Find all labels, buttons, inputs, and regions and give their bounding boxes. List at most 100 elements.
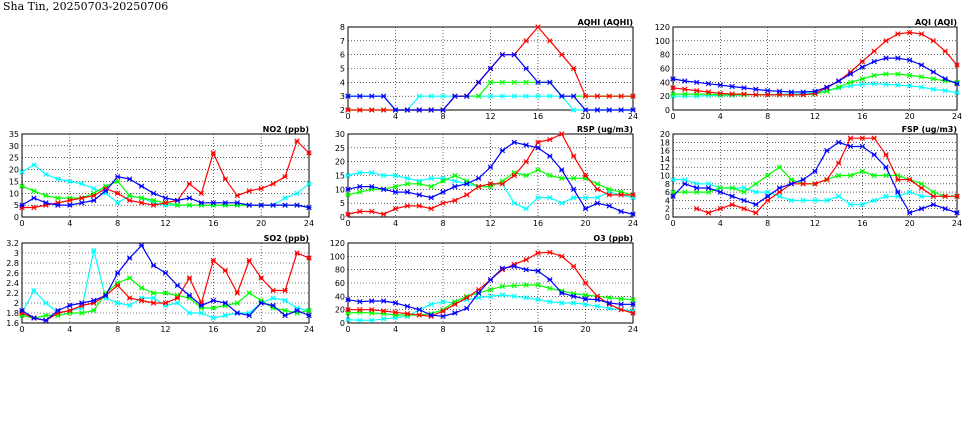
aqi-data-point-blue (942, 76, 948, 82)
no2-data-point-blue (174, 197, 181, 204)
so2-data-point-red (67, 307, 73, 314)
rsp-data-point-green (523, 172, 529, 179)
o3-data-point-cyan (440, 298, 446, 305)
x-tick-label: 4 (67, 325, 72, 334)
rsp-data-point-red (464, 192, 470, 198)
fsp-data-point-cyan (824, 197, 830, 204)
no2-data-point-red (246, 188, 252, 194)
x-tick-label: 12 (485, 112, 495, 121)
x-tick-label: 12 (810, 112, 820, 121)
y-tick-label: 20 (9, 166, 19, 175)
rsp-data-point-green (357, 189, 363, 195)
aqhi-data-point-cyan (535, 93, 541, 99)
no2-data-point-blue (198, 200, 205, 206)
aqi-data-point-red (753, 92, 759, 98)
rsp-data-point-blue (547, 153, 553, 159)
aqhi-series-line-cyan (348, 95, 633, 111)
o3-data-point-cyan (369, 317, 375, 324)
rsp-data-point-red (535, 139, 541, 145)
so2-data-point-red (282, 287, 288, 294)
fsp-data-point-blue (753, 201, 759, 208)
so2-data-point-green (126, 275, 133, 281)
so2-data-point-cyan (31, 287, 37, 294)
y-tick-label: 25 (335, 144, 345, 153)
o3-data-point-blue (452, 310, 458, 316)
aqhi-data-point-cyan (570, 107, 577, 113)
so2-data-point-red (126, 295, 133, 301)
fsp-data-point-green (788, 176, 795, 183)
rsp-data-point-green (440, 178, 446, 184)
page-title: Sha Tin, 20250703-20250706 (3, 0, 169, 13)
aqi-data-point-blue (693, 79, 700, 86)
fsp-data-point-blue (812, 168, 818, 175)
rsp-data-point-red (499, 181, 506, 187)
fsp-data-point-cyan (883, 193, 889, 199)
so2-data-point-blue (55, 307, 61, 314)
no2-data-point-green (43, 192, 49, 199)
so2-data-point-blue (138, 242, 145, 249)
so2-data-point-red (210, 257, 217, 264)
y-tick-label: 0 (340, 319, 345, 328)
rsp-data-point-cyan (594, 194, 601, 201)
no2-data-point-red (186, 181, 193, 187)
so2-data-point-red (306, 255, 312, 261)
aqhi-data-point-cyan (416, 93, 422, 99)
aqhi-data-point-red (606, 93, 612, 99)
o3-data-point-blue (428, 312, 434, 318)
aqhi-data-point-red (582, 93, 589, 99)
fsp-data-point-cyan (753, 189, 759, 195)
so2-data-point-blue (114, 270, 121, 276)
x-tick-label: 12 (810, 219, 820, 228)
x-tick-label: 4 (718, 112, 723, 121)
o3-data-point-red (416, 312, 422, 318)
y-tick-label: 25 (9, 154, 19, 163)
x-tick-label: 8 (440, 325, 445, 334)
x-tick-label: 4 (67, 219, 72, 228)
so2-data-point-blue (270, 302, 276, 309)
x-tick-label: 8 (115, 325, 120, 334)
so2-data-point-blue (222, 300, 228, 306)
no2-data-point-red (91, 192, 97, 199)
y-tick-label: 80 (660, 51, 670, 60)
fsp-data-point-cyan (812, 197, 818, 204)
rsp-data-point-blue (618, 208, 624, 215)
so2-data-point-blue (126, 255, 133, 261)
no2-data-point-cyan (79, 181, 85, 187)
y-tick-label: 40 (660, 78, 670, 87)
aqi-chart: AQI (AQI) 0 4 8 12 16 20 24 0 20 40 60 80 100 120 (655, 18, 962, 121)
aqhi-data-point-red (618, 93, 624, 99)
rsp-data-point-blue (582, 206, 589, 212)
rsp-data-point-cyan (523, 206, 529, 212)
so2-plot-frame (21, 242, 310, 324)
aqhi-data-point-blue (475, 79, 482, 86)
rsp-data-point-blue (392, 189, 399, 195)
fsp-data-point-green (753, 181, 759, 187)
fsp-data-point-green (883, 172, 889, 179)
aqhi-data-point-green (523, 79, 529, 86)
no2-data-point-green (174, 202, 181, 208)
fsp-data-point-red (859, 135, 866, 141)
rsp-data-point-blue (404, 189, 411, 195)
so2-data-point-blue (234, 310, 240, 316)
so2-data-point-cyan (186, 310, 193, 316)
aqhi-data-point-blue (594, 107, 601, 113)
aqi-data-point-blue (918, 62, 925, 68)
fsp-data-point-green (871, 172, 877, 179)
so2-data-point-green (91, 307, 97, 314)
fsp-data-point-red (895, 176, 901, 183)
fsp-data-point-blue (705, 185, 712, 191)
y-tick-label: 14 (660, 155, 670, 164)
no2-data-point-red (162, 200, 169, 206)
aqhi-data-point-cyan (523, 93, 529, 99)
fsp-data-point-red (800, 181, 806, 187)
o3-data-point-green (630, 296, 636, 303)
o3-data-point-blue (559, 290, 565, 296)
fsp-data-point-green (776, 164, 783, 170)
aqi-data-point-blue (859, 64, 866, 70)
o3-data-point-blue (440, 313, 446, 320)
so2-data-point-blue (210, 297, 217, 304)
so2-data-point-red (234, 290, 240, 296)
o3-data-point-red (357, 306, 363, 313)
y-tick-label: 30 (9, 142, 19, 151)
